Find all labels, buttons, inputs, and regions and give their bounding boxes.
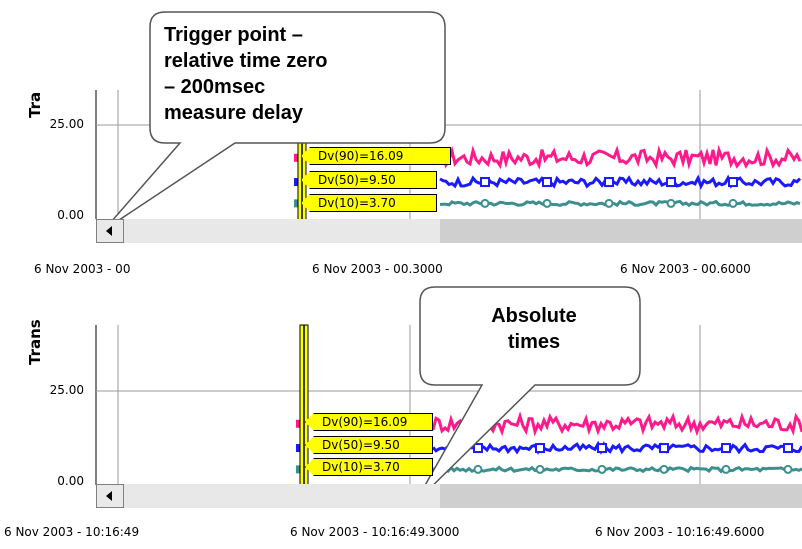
dv10-label: Dv(10)=3.70 [305,458,433,476]
callout-bubble [103,11,446,231]
series-stub [296,419,300,428]
dv10-label: Dv(10)=3.70 [301,194,437,212]
chart-plot-top [95,11,802,242]
y-tick-label: 25.00 [49,383,84,397]
dv50-label: Dv(50)=9.50 [305,436,433,454]
series-stub [294,153,298,162]
arrow-left-icon [106,491,112,501]
series-line-3 [432,465,802,474]
callout-text: Absolute times [484,303,584,355]
series-marker [473,443,483,454]
x-tick-label: 6 Nov 2003 - 10:16:49 [4,525,140,539]
series-marker [666,177,676,188]
dv50-label: Dv(50)=9.50 [301,171,437,189]
series-marker [666,198,676,208]
y-axis-label: Tra [26,91,44,118]
y-axis-label: Trans [26,319,44,365]
series-marker [659,464,669,474]
chart-panel-top: Tra 25.00 0.00 Dv(90)=16.09 Dv(50)=9.50 … [26,11,802,276]
x-tick-label: 6 Nov 2003 - 10:16:49.6000 [595,525,765,539]
series-marker [721,464,731,474]
y-tick-label: 25.00 [49,117,84,131]
series-marker [604,177,614,188]
series-marker [597,443,607,454]
series-marker [604,198,614,208]
series-line-3 [439,199,801,208]
x-tick-label: 6 Nov 2003 - 00.6000 [620,262,751,276]
scrollbar-track[interactable] [96,219,440,243]
dv90-label: Dv(90)=16.09 [305,413,433,431]
series-marker [535,464,545,474]
scrollbar-track[interactable] [96,484,440,508]
series-line-1 [439,144,802,170]
scrollbar-thumb[interactable] [440,219,802,243]
series-marker [783,464,793,474]
scroll-left-button[interactable] [96,219,124,243]
x-tick-label: 6 Nov 2003 - 10:16:49.3000 [290,525,460,539]
series-marker [480,198,490,208]
scroll-left-button[interactable] [96,484,124,508]
series-marker [480,177,490,188]
series-stub [294,178,298,187]
y-tick-label: 0.00 [57,474,84,488]
x-tick-label: 6 Nov 2003 - 00 [34,262,131,276]
series-marker [728,177,738,188]
series-line-1 [431,411,802,437]
series-stub [294,199,298,208]
callout-bubble [414,286,641,504]
series-marker [659,443,669,454]
y-tick-label: 0.00 [57,208,84,222]
callout-line: measure delay [164,102,303,124]
series-marker [473,464,483,474]
series-marker [783,443,793,454]
series-marker [542,177,552,188]
series-stub [296,465,300,474]
x-tick-label: 6 Nov 2003 - 00.3000 [312,262,443,276]
callout-line: relative time zero [164,50,328,72]
chart-panel-bottom: Trans 25.00 0.00 Dv(90)=16.09 Dv(50)=9.5… [0,275,802,549]
series-marker [728,198,738,208]
callout-line: Absolute [491,305,577,327]
arrow-left-icon [106,226,112,236]
series-marker [542,198,552,208]
callout-text: Trigger point – relative time zero – 200… [164,22,327,126]
series-line-2 [431,440,802,456]
series-marker [721,443,731,454]
series-marker [597,464,607,474]
dv90-label: Dv(90)=16.09 [301,147,451,165]
callout-line: times [507,331,561,353]
callout-line: – 200msec [164,76,266,98]
series-line-2 [439,174,802,190]
callout-line: Trigger point – [164,24,303,46]
scrollbar-thumb[interactable] [440,484,802,508]
series-marker [535,443,545,454]
series-stub [296,444,300,453]
